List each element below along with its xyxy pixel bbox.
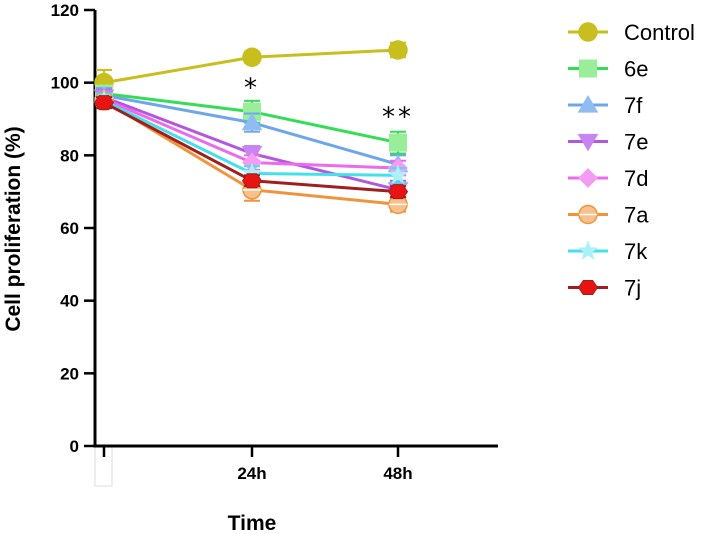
y-axis-title: Cell proliferation (%) [2,126,25,331]
data-series [93,40,409,215]
x-tick-label-24h: 24h [237,464,266,483]
legend-item-7e: 7e [568,130,648,155]
y-tick-label-80: 80 [60,146,79,165]
x-axis-title: Time [228,512,277,534]
legend-label-7d: 7d [624,166,648,191]
y-tick-label-100: 100 [51,74,79,93]
significance-annotation-1: * [244,73,260,103]
data-point-7k-48h [387,164,409,185]
legend-marker-7e [577,133,599,152]
data-point-6e-48h [389,133,407,152]
data-point-control-48h [388,40,408,60]
x-axis: 24h 48h [93,444,498,483]
series-control [94,40,408,97]
legend-item-7f: 7f [568,93,643,118]
legend: Control 6e 7f 7e 7d 7a 7k 7j [568,20,695,301]
legend-item-7a: 7a [568,203,649,228]
legend-label-control: Control [624,20,695,45]
data-point-7j-0h [93,95,115,111]
legend-label-7k: 7k [624,239,648,264]
legend-label-7e: 7e [624,130,648,155]
data-point-7j-24h [241,173,263,189]
y-tick-label-0: 0 [70,437,79,456]
legend-item-control: Control [568,20,695,45]
significance-annotation-2: ** [382,102,414,132]
legend-label-7a: 7a [624,203,649,228]
data-point-control-24h [242,47,262,67]
legend-marker-7a [578,204,598,225]
significance-annotations: *** [244,73,414,132]
legend-label-7f: 7f [624,93,643,118]
legend-label-7j: 7j [624,276,641,301]
x-tick-label-48h: 48h [383,464,412,483]
legend-item-7k: 7k [568,239,648,264]
data-point-7f-24h [241,112,263,131]
y-tick-label-120: 120 [51,1,79,20]
legend-marker-7j [577,279,599,296]
data-point-7k-24h [241,162,263,183]
data-point-6e-24h [243,102,261,121]
legend-marker-7f [577,95,599,113]
legend-marker-control [578,22,598,42]
y-tick-label-40: 40 [60,292,79,311]
data-point-7j-48h [387,184,409,200]
legend-label-6e: 6e [624,57,648,82]
y-axis: 0 20 40 60 80 100 120 [51,1,97,456]
data-point-7d-24h [242,152,262,173]
legend-item-6e: 6e [568,57,648,82]
legend-marker-7k [577,240,599,260]
y-tick-label-20: 20 [60,364,79,383]
legend-marker-6e [579,59,597,78]
legend-marker-7d [578,168,598,188]
series-7j [93,95,409,200]
legend-item-7d: 7d [568,166,648,191]
y-tick-label-60: 60 [60,219,79,238]
legend-item-7j: 7j [568,276,641,301]
